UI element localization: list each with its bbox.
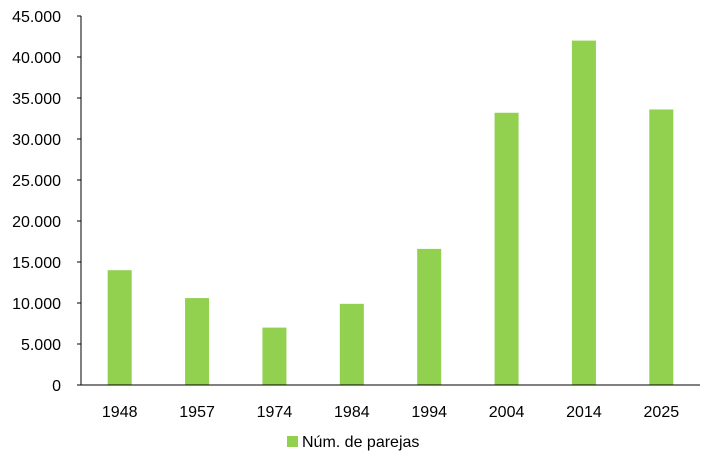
x-tick-label: 1948	[102, 404, 138, 421]
y-tick-label: 25.000	[12, 173, 61, 190]
bar-2014	[571, 40, 596, 385]
y-tick-label: 15.000	[12, 255, 61, 272]
x-tick-label: 1994	[411, 404, 447, 421]
x-tick-label: 1984	[334, 404, 370, 421]
x-tick-label: 2025	[644, 404, 680, 421]
y-axis: 0 5.000 10.000 15.000 20.000 25.000 30.000 35.0…	[12, 9, 82, 395]
x-axis: 1948 1957 1974 1984 1994 2004 2014 2025	[81, 384, 700, 421]
bar-1984	[339, 303, 364, 385]
y-tick-label: 10.000	[12, 296, 61, 313]
y-tick-label: 5.000	[21, 337, 61, 354]
bar-1948	[107, 270, 132, 385]
y-tick-label: 0	[52, 378, 61, 395]
bar-1957	[185, 298, 210, 385]
legend-label: Núm. de parejas	[302, 434, 419, 451]
legend-swatch	[287, 436, 298, 447]
x-tick-label: 1957	[179, 404, 215, 421]
y-tick-label: 20.000	[12, 214, 61, 231]
bar-2025	[649, 109, 674, 385]
x-tick-label: 1974	[257, 404, 293, 421]
bar-2004	[494, 112, 519, 385]
x-tick-label: 2004	[489, 404, 525, 421]
bar-1994	[417, 248, 442, 385]
x-tick-label: 2014	[566, 404, 602, 421]
legend: Núm. de parejas	[287, 434, 419, 451]
y-tick-label: 30.000	[12, 132, 61, 149]
y-tick-label: 35.000	[12, 91, 61, 108]
bar-1974	[262, 327, 287, 385]
y-tick-label: 40.000	[12, 50, 61, 67]
y-tick-label: 45.000	[12, 9, 61, 26]
bars	[107, 40, 674, 385]
